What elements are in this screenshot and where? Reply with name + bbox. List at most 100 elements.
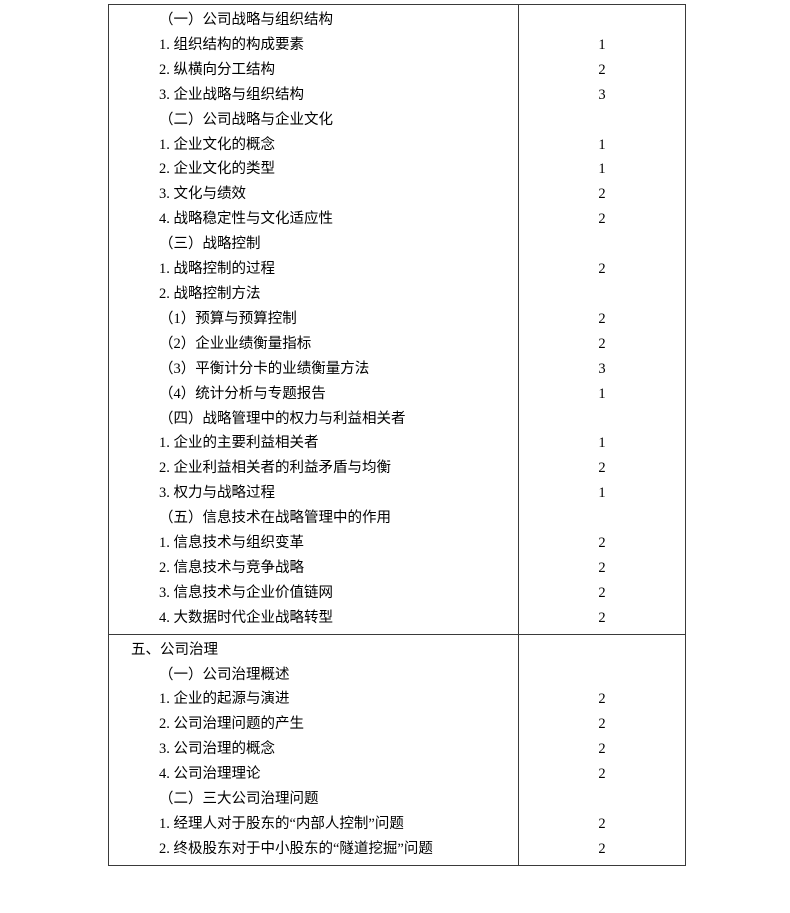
toc-row-number: 2 (519, 737, 685, 762)
toc-label-text: 2. 终极股东对于中小股东的“隧道挖掘”问题 (159, 837, 433, 862)
toc-row-number: 2 (519, 332, 685, 357)
toc-number-text: 1 (595, 33, 610, 58)
toc-row-number: 2 (519, 606, 685, 631)
toc-number-text: 1 (595, 133, 610, 158)
toc-row-number: 2 (519, 812, 685, 837)
toc-row-number (519, 282, 685, 307)
toc-label-text: 1. 企业的主要利益相关者 (159, 431, 319, 456)
toc-number-text: 2 (595, 207, 610, 232)
toc-label-text: 2. 企业文化的类型 (159, 157, 275, 182)
toc-label-text: 2. 纵横向分工结构 (159, 58, 275, 83)
toc-title-cell: 五、公司治理（一）公司治理概述1. 企业的起源与演进2. 公司治理问题的产生3.… (109, 634, 519, 865)
toc-label-text: 1. 组织结构的构成要素 (159, 33, 304, 58)
toc-label-text: 3. 权力与战略过程 (159, 481, 275, 506)
toc-row-label: 4. 大数据时代企业战略转型 (109, 606, 518, 631)
toc-number-cell: 123 1122 2 2231 121 2222 (519, 5, 686, 635)
toc-number-text: 1 (595, 481, 610, 506)
toc-row-label: （3）平衡计分卡的业绩衡量方法 (109, 357, 518, 382)
toc-row-number: 3 (519, 357, 685, 382)
toc-row-label: （二）三大公司治理问题 (109, 787, 518, 812)
toc-label-text: （2）企业业绩衡量指标 (159, 332, 311, 357)
toc-row-label: 2. 企业利益相关者的利益矛盾与均衡 (109, 456, 518, 481)
toc-number-text: 2 (595, 606, 610, 631)
toc-row-number (519, 232, 685, 257)
toc-row-label: 4. 战略稳定性与文化适应性 (109, 207, 518, 232)
toc-number-text: 2 (595, 687, 610, 712)
toc-number-text: 2 (595, 837, 610, 862)
toc-number-text: 2 (595, 581, 610, 606)
toc-label-text: （四）战略管理中的权力与利益相关者 (159, 407, 406, 432)
toc-row-label: 2. 战略控制方法 (109, 282, 518, 307)
toc-label-text: 3. 企业战略与组织结构 (159, 83, 304, 108)
toc-section: 五、公司治理（一）公司治理概述1. 企业的起源与演进2. 公司治理问题的产生3.… (109, 634, 686, 865)
toc-row-label: 1. 组织结构的构成要素 (109, 33, 518, 58)
toc-row-label: 2. 公司治理问题的产生 (109, 712, 518, 737)
toc-row-label: 五、公司治理 (109, 638, 518, 663)
toc-number-text: 2 (595, 812, 610, 837)
toc-number-text (595, 663, 610, 688)
toc-label-text: 2. 企业利益相关者的利益矛盾与均衡 (159, 456, 391, 481)
toc-label-text: 五、公司治理 (131, 638, 218, 663)
toc-row-number: 3 (519, 83, 685, 108)
toc-number-text (595, 8, 610, 33)
toc-row-label: 1. 战略控制的过程 (109, 257, 518, 282)
toc-number-text (595, 282, 610, 307)
toc-row-number: 1 (519, 157, 685, 182)
toc-number-text: 2 (595, 456, 610, 481)
toc-row-label: （1）预算与预算控制 (109, 307, 518, 332)
toc-number-text: 3 (595, 83, 610, 108)
toc-label-text: 2. 战略控制方法 (159, 282, 261, 307)
toc-label-text: （4）统计分析与专题报告 (159, 382, 326, 407)
toc-label-text: 1. 战略控制的过程 (159, 257, 275, 282)
toc-row-number: 2 (519, 581, 685, 606)
toc-label-text: （五）信息技术在战略管理中的作用 (159, 506, 391, 531)
toc-row-label: 1. 企业的起源与演进 (109, 687, 518, 712)
toc-row-label: （一）公司治理概述 (109, 663, 518, 688)
toc-number-text (595, 232, 610, 257)
toc-label-text: 1. 信息技术与组织变革 (159, 531, 304, 556)
toc-number-text: 2 (595, 762, 610, 787)
toc-label-text: （一）公司治理概述 (159, 663, 290, 688)
toc-number-text: 2 (595, 307, 610, 332)
toc-label-text: 4. 公司治理理论 (159, 762, 261, 787)
toc-row-number: 1 (519, 33, 685, 58)
toc-row-label: （五）信息技术在战略管理中的作用 (109, 506, 518, 531)
toc-label-text: （二）公司战略与企业文化 (159, 108, 333, 133)
toc-row-label: （2）企业业绩衡量指标 (109, 332, 518, 357)
toc-number-text: 2 (595, 257, 610, 282)
toc-label-text: 4. 战略稳定性与文化适应性 (159, 207, 333, 232)
toc-row-number: 2 (519, 456, 685, 481)
toc-row-label: 3. 权力与战略过程 (109, 481, 518, 506)
toc-label-text: 3. 公司治理的概念 (159, 737, 275, 762)
toc-row-number (519, 8, 685, 33)
toc-number-text (595, 108, 610, 133)
toc-row-label: （四）战略管理中的权力与利益相关者 (109, 407, 518, 432)
toc-row-number: 1 (519, 481, 685, 506)
toc-number-cell: 2222 22 (519, 634, 686, 865)
toc-label-text: （1）预算与预算控制 (159, 307, 297, 332)
toc-number-text: 3 (595, 357, 610, 382)
toc-row-label: 1. 经理人对于股东的“内部人控制”问题 (109, 812, 518, 837)
toc-row-label: 2. 纵横向分工结构 (109, 58, 518, 83)
toc-row-label: 3. 公司治理的概念 (109, 737, 518, 762)
toc-label-text: 1. 企业的起源与演进 (159, 687, 290, 712)
toc-label-text: 2. 信息技术与竞争战略 (159, 556, 304, 581)
toc-row-number: 1 (519, 382, 685, 407)
toc-label-text: 3. 文化与绩效 (159, 182, 246, 207)
toc-row-label: （一）公司战略与组织结构 (109, 8, 518, 33)
toc-row-label: 3. 企业战略与组织结构 (109, 83, 518, 108)
toc-number-text: 1 (595, 382, 610, 407)
toc-row-number: 2 (519, 257, 685, 282)
toc-row-number: 1 (519, 431, 685, 456)
toc-number-text: 2 (595, 737, 610, 762)
toc-title-cell: （一）公司战略与组织结构1. 组织结构的构成要素2. 纵横向分工结构3. 企业战… (109, 5, 519, 635)
toc-row-label: 2. 终极股东对于中小股东的“隧道挖掘”问题 (109, 837, 518, 862)
toc-row-label: 3. 文化与绩效 (109, 182, 518, 207)
toc-label-text: （3）平衡计分卡的业绩衡量方法 (159, 357, 369, 382)
toc-row-number: 2 (519, 207, 685, 232)
toc-row-number: 2 (519, 58, 685, 83)
toc-number-text (595, 506, 610, 531)
toc-row-number (519, 506, 685, 531)
toc-row-label: 2. 信息技术与竞争战略 (109, 556, 518, 581)
toc-table: （一）公司战略与组织结构1. 组织结构的构成要素2. 纵横向分工结构3. 企业战… (108, 4, 686, 866)
